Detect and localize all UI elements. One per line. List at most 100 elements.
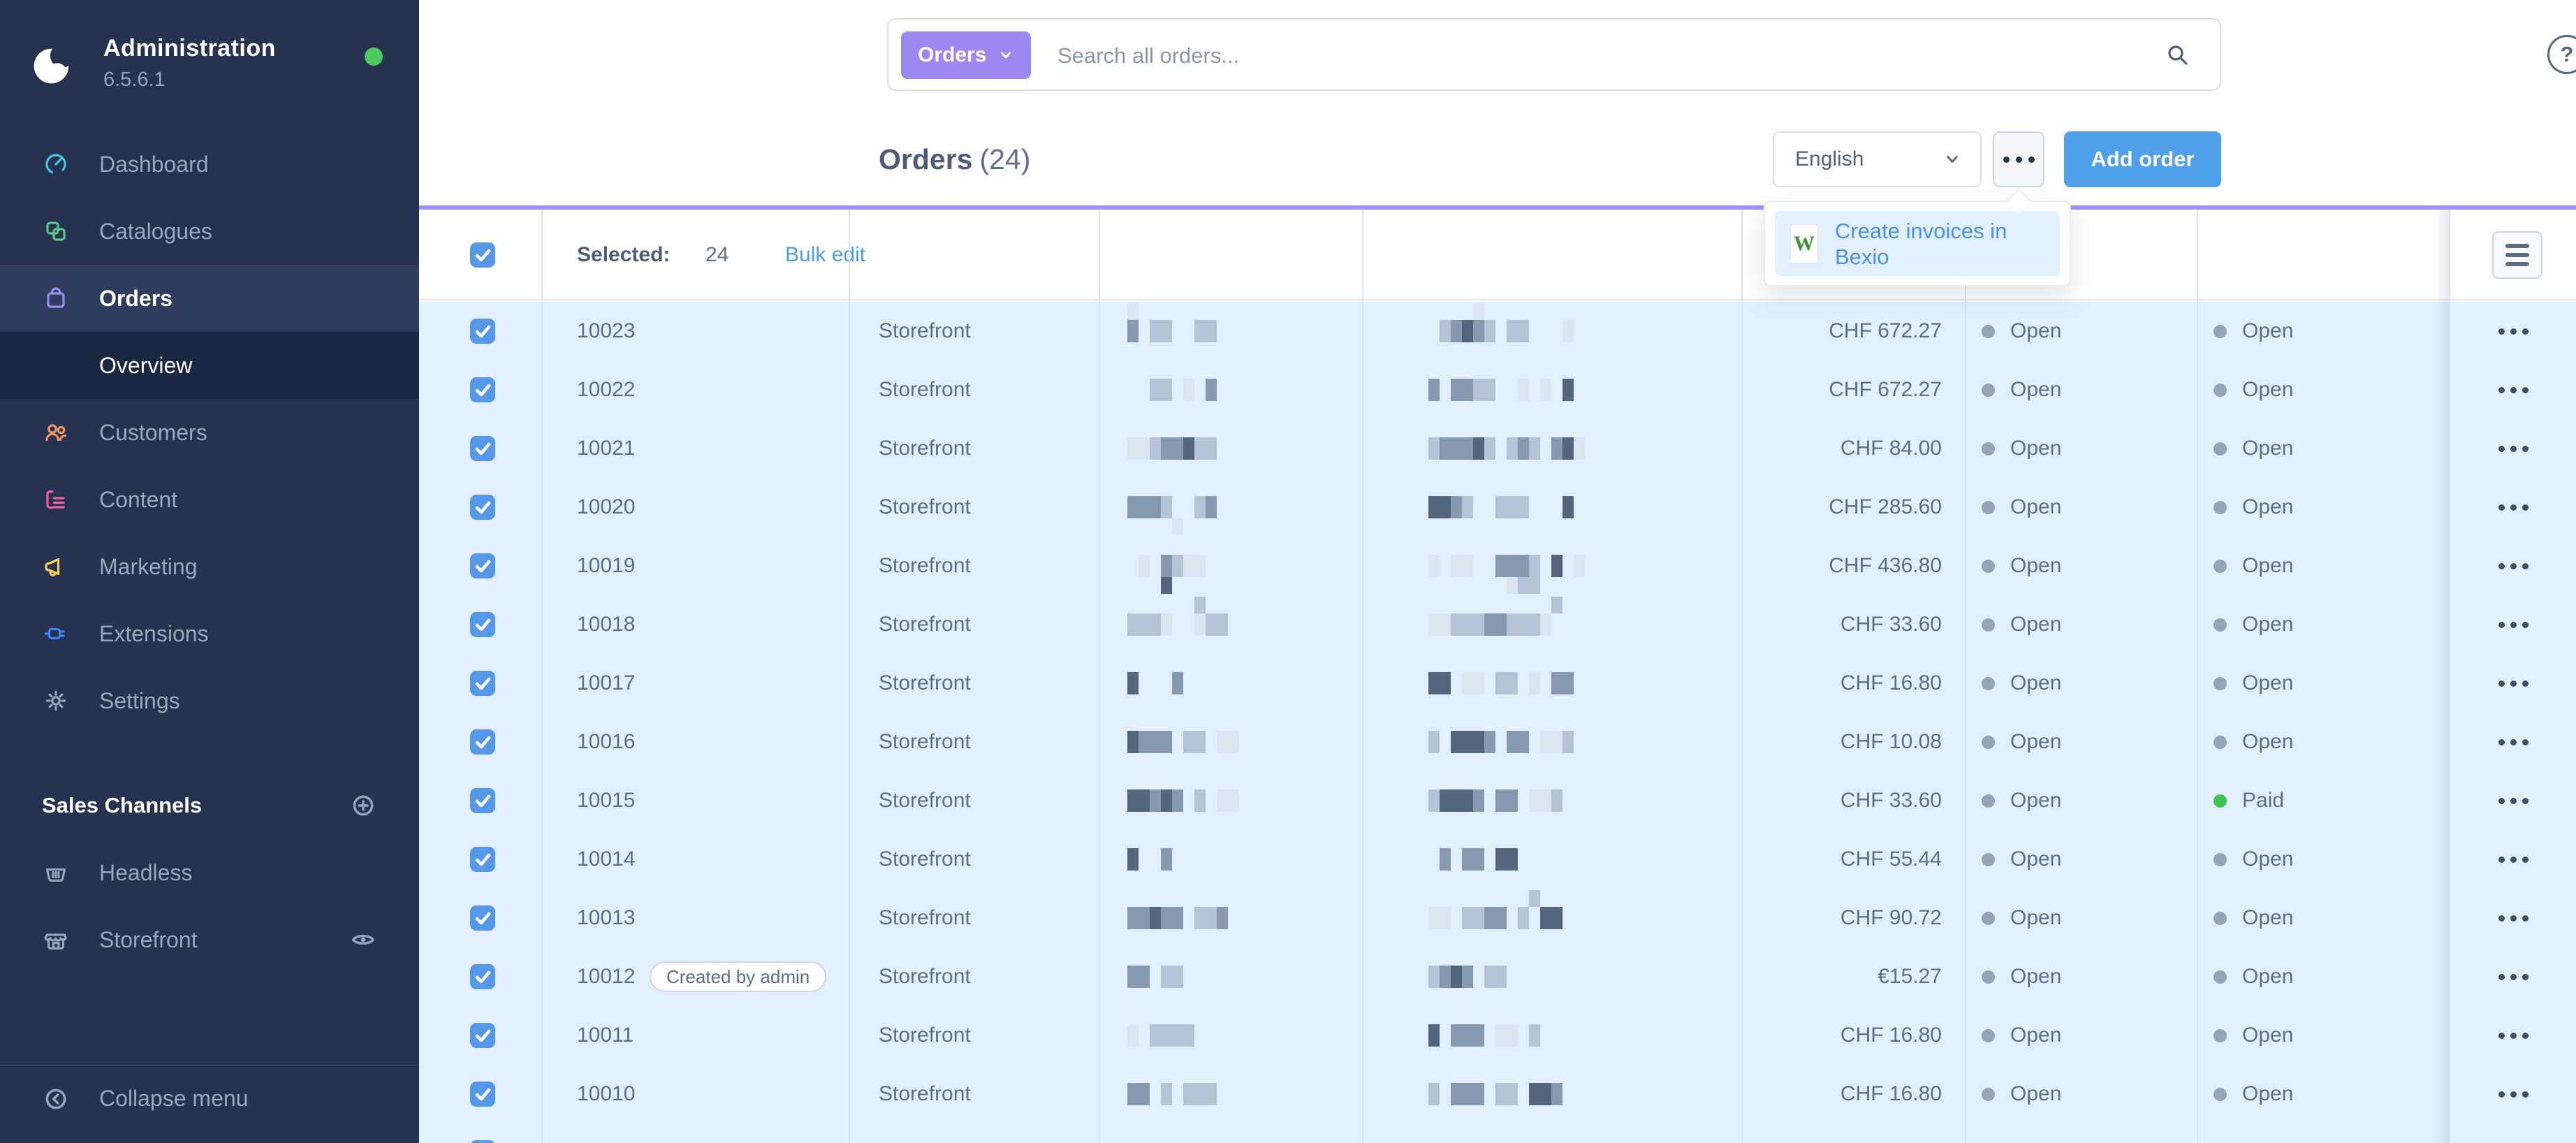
order-row[interactable]: 10021 Storefront CHF 84.00 Open Open bbox=[419, 419, 2576, 478]
order-number[interactable]: 10020 bbox=[577, 495, 636, 518]
sidebar-item-content[interactable]: Content bbox=[0, 466, 419, 533]
order-number[interactable]: 10010 bbox=[577, 1082, 636, 1105]
row-checkbox[interactable] bbox=[470, 436, 495, 461]
order-row[interactable]: 10012 Storefront €15.27 Open Open Create… bbox=[419, 947, 2576, 1006]
payment-status: Open bbox=[2213, 889, 2293, 947]
collapse-menu-button[interactable]: Collapse menu bbox=[0, 1065, 419, 1132]
sales-channel-item-headless[interactable]: Headless bbox=[0, 839, 419, 906]
row-context-button[interactable] bbox=[2483, 889, 2543, 947]
row-context-button[interactable] bbox=[2483, 595, 2543, 654]
search-scope-dropdown[interactable]: Orders bbox=[901, 31, 1032, 79]
chevron-down-icon bbox=[1001, 52, 1011, 59]
order-number[interactable]: 10018 bbox=[577, 613, 636, 636]
row-checkbox[interactable] bbox=[470, 495, 495, 520]
order-row[interactable]: 10010 Storefront CHF 16.80 Open Open bbox=[419, 1065, 2576, 1123]
order-row[interactable]: 10013 Storefront CHF 90.72 Open Open bbox=[419, 889, 2576, 947]
language-select[interactable]: English bbox=[1773, 131, 1982, 187]
chevron-down-icon bbox=[1947, 156, 1958, 163]
shopware-logo-icon bbox=[34, 43, 74, 84]
row-checkbox[interactable] bbox=[470, 964, 495, 989]
status-open: Open bbox=[1982, 889, 2061, 947]
sidebar-item-extensions[interactable]: Extensions bbox=[0, 600, 419, 667]
sales-channel-item-storefront[interactable]: Storefront bbox=[0, 906, 419, 973]
order-row[interactable] bbox=[419, 1123, 2576, 1143]
row-context-button[interactable] bbox=[2483, 478, 2543, 537]
add-sales-channel-button[interactable] bbox=[348, 790, 379, 821]
row-checkbox[interactable] bbox=[470, 905, 495, 931]
row-context-button[interactable] bbox=[2483, 830, 2543, 889]
select-all-checkbox[interactable] bbox=[470, 242, 495, 268]
row-context-button[interactable] bbox=[2483, 537, 2543, 595]
row-context-button[interactable] bbox=[2483, 419, 2543, 478]
help-button[interactable]: ? bbox=[2547, 35, 2576, 74]
row-checkbox[interactable] bbox=[470, 319, 495, 344]
row-context-button[interactable] bbox=[2483, 361, 2543, 419]
row-checkbox[interactable] bbox=[470, 1140, 495, 1143]
row-context-button[interactable] bbox=[2483, 947, 2543, 1006]
row-context-button[interactable] bbox=[2483, 654, 2543, 713]
order-row[interactable]: 10023 Storefront CHF 672.27 Open Open bbox=[419, 302, 2576, 361]
row-checkbox[interactable] bbox=[470, 847, 495, 872]
status-open: Open bbox=[1982, 771, 2061, 830]
order-number[interactable]: 10021 bbox=[577, 437, 636, 460]
row-checkbox[interactable] bbox=[470, 553, 495, 578]
sidebar-item-catalogues[interactable]: Catalogues bbox=[0, 198, 419, 265]
row-context-button[interactable] bbox=[2483, 771, 2543, 830]
order-row[interactable]: 10016 Storefront CHF 10.08 Open Open bbox=[419, 713, 2576, 771]
order-row[interactable]: 10022 Storefront CHF 672.27 Open Open bbox=[419, 361, 2576, 419]
bulk-edit-link[interactable]: Bulk edit bbox=[785, 243, 866, 266]
row-context-button[interactable] bbox=[2483, 1006, 2543, 1065]
status-open: Open bbox=[1982, 654, 2061, 713]
global-search[interactable]: Orders Search all orders... bbox=[887, 18, 2221, 91]
bexio-icon: W bbox=[1790, 224, 1818, 263]
row-checkbox[interactable] bbox=[470, 788, 495, 813]
context-menu-item-create-invoices[interactable]: W Create invoices in Bexio bbox=[1775, 211, 2060, 276]
order-row[interactable]: 10015 Storefront CHF 33.60 Open Paid bbox=[419, 771, 2576, 830]
order-number[interactable]: 10013 bbox=[577, 906, 636, 929]
grid-settings-button[interactable] bbox=[2492, 231, 2542, 279]
order-number[interactable]: 10023 bbox=[577, 319, 636, 342]
selected-count: 24 bbox=[705, 243, 729, 266]
order-number[interactable]: 10011 bbox=[577, 1024, 634, 1047]
row-context-button[interactable] bbox=[2483, 1065, 2543, 1123]
row-checkbox[interactable] bbox=[470, 1082, 495, 1107]
sales-channel: Storefront bbox=[879, 1024, 971, 1047]
order-number[interactable]: 10012 bbox=[577, 965, 636, 988]
row-context-button[interactable] bbox=[2483, 302, 2543, 361]
order-number[interactable]: 10014 bbox=[577, 847, 636, 871]
billing-address-redacted bbox=[1428, 713, 1739, 771]
row-checkbox[interactable] bbox=[470, 612, 495, 637]
row-checkbox[interactable] bbox=[470, 1023, 495, 1048]
order-number[interactable]: 10019 bbox=[577, 554, 636, 577]
smartbar-context-button[interactable] bbox=[1993, 131, 2044, 187]
add-order-button[interactable]: Add order bbox=[2064, 131, 2221, 187]
sidebar-item-customers[interactable]: Customers bbox=[0, 399, 419, 466]
order-amount: CHF 16.80 bbox=[1840, 1024, 1942, 1047]
sidebar-item-settings[interactable]: Settings bbox=[0, 667, 419, 734]
customer-name-redacted bbox=[1127, 713, 1358, 771]
order-row[interactable]: 10011 Storefront CHF 16.80 Open Open bbox=[419, 1006, 2576, 1065]
order-row[interactable]: 10017 Storefront CHF 16.80 Open Open bbox=[419, 654, 2576, 713]
order-row[interactable]: 10014 Storefront CHF 55.44 Open Open bbox=[419, 830, 2576, 889]
row-checkbox[interactable] bbox=[470, 729, 495, 755]
order-row[interactable]: 10020 Storefront CHF 285.60 Open Open bbox=[419, 478, 2576, 537]
sidebar-item-marketing[interactable]: Marketing bbox=[0, 533, 419, 600]
order-number[interactable]: 10022 bbox=[577, 378, 636, 401]
sidebar-item-dashboard[interactable]: Dashboard bbox=[0, 131, 419, 198]
headless-icon bbox=[45, 868, 66, 882]
sidebar-subitem-overview[interactable]: Overview bbox=[0, 332, 419, 399]
content-icon bbox=[46, 490, 65, 509]
order-number[interactable]: 10015 bbox=[577, 789, 636, 812]
settings-icon bbox=[45, 690, 66, 711]
collapse-chevron-icon bbox=[41, 1084, 71, 1114]
sidebar-item-orders[interactable]: Orders bbox=[0, 265, 419, 332]
order-number[interactable]: 10017 bbox=[577, 671, 636, 694]
order-row[interactable]: 10018 Storefront CHF 33.60 Open Open bbox=[419, 595, 2576, 654]
row-context-button[interactable] bbox=[2483, 713, 2543, 771]
payment-status: Open bbox=[2213, 537, 2293, 595]
row-checkbox[interactable] bbox=[470, 377, 495, 402]
row-checkbox[interactable] bbox=[470, 671, 495, 696]
order-row[interactable]: 10019 Storefront CHF 436.80 Open Open bbox=[419, 537, 2576, 595]
payment-status: Paid bbox=[2213, 771, 2284, 830]
order-number[interactable]: 10016 bbox=[577, 730, 636, 753]
